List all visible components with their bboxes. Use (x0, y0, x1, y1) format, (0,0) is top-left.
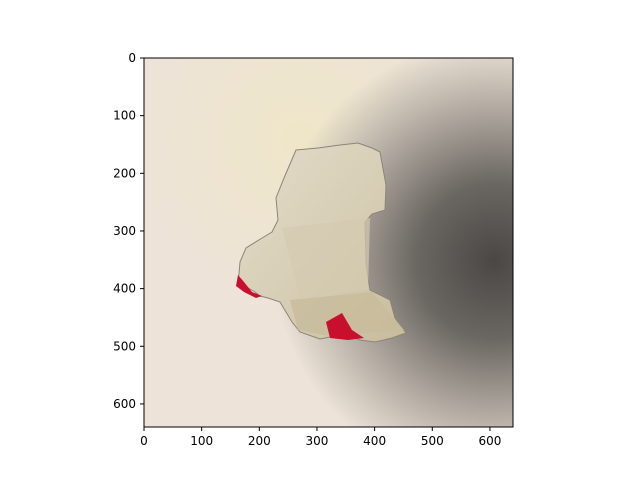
x-axis: 0 100 200 300 400 500 600 (140, 427, 501, 448)
hole-fold (282, 218, 370, 298)
y-tick-label: 500 (113, 339, 136, 353)
x-tick-label: 600 (478, 434, 501, 448)
x-tick-label: 200 (248, 434, 271, 448)
x-tick-label: 500 (421, 434, 444, 448)
red-tear-bottom (326, 313, 364, 340)
hole-lower-fold (290, 292, 404, 336)
y-tick-label: 300 (113, 224, 136, 238)
x-tick-label: 0 (140, 434, 148, 448)
photo-image (144, 58, 513, 427)
x-tick-label: 100 (190, 434, 213, 448)
y-tick-label: 400 (113, 282, 136, 296)
y-tick-label: 100 (113, 109, 136, 123)
x-tick-label: 300 (306, 434, 329, 448)
x-tick-label: 400 (363, 434, 386, 448)
axes-frame (143, 57, 514, 428)
y-axis: 0 100 200 300 400 500 600 (113, 51, 144, 411)
red-tear-left (236, 275, 262, 298)
y-tick-label: 200 (113, 166, 136, 180)
y-tick-label: 600 (113, 397, 136, 411)
y-tick-label: 0 (128, 51, 136, 65)
